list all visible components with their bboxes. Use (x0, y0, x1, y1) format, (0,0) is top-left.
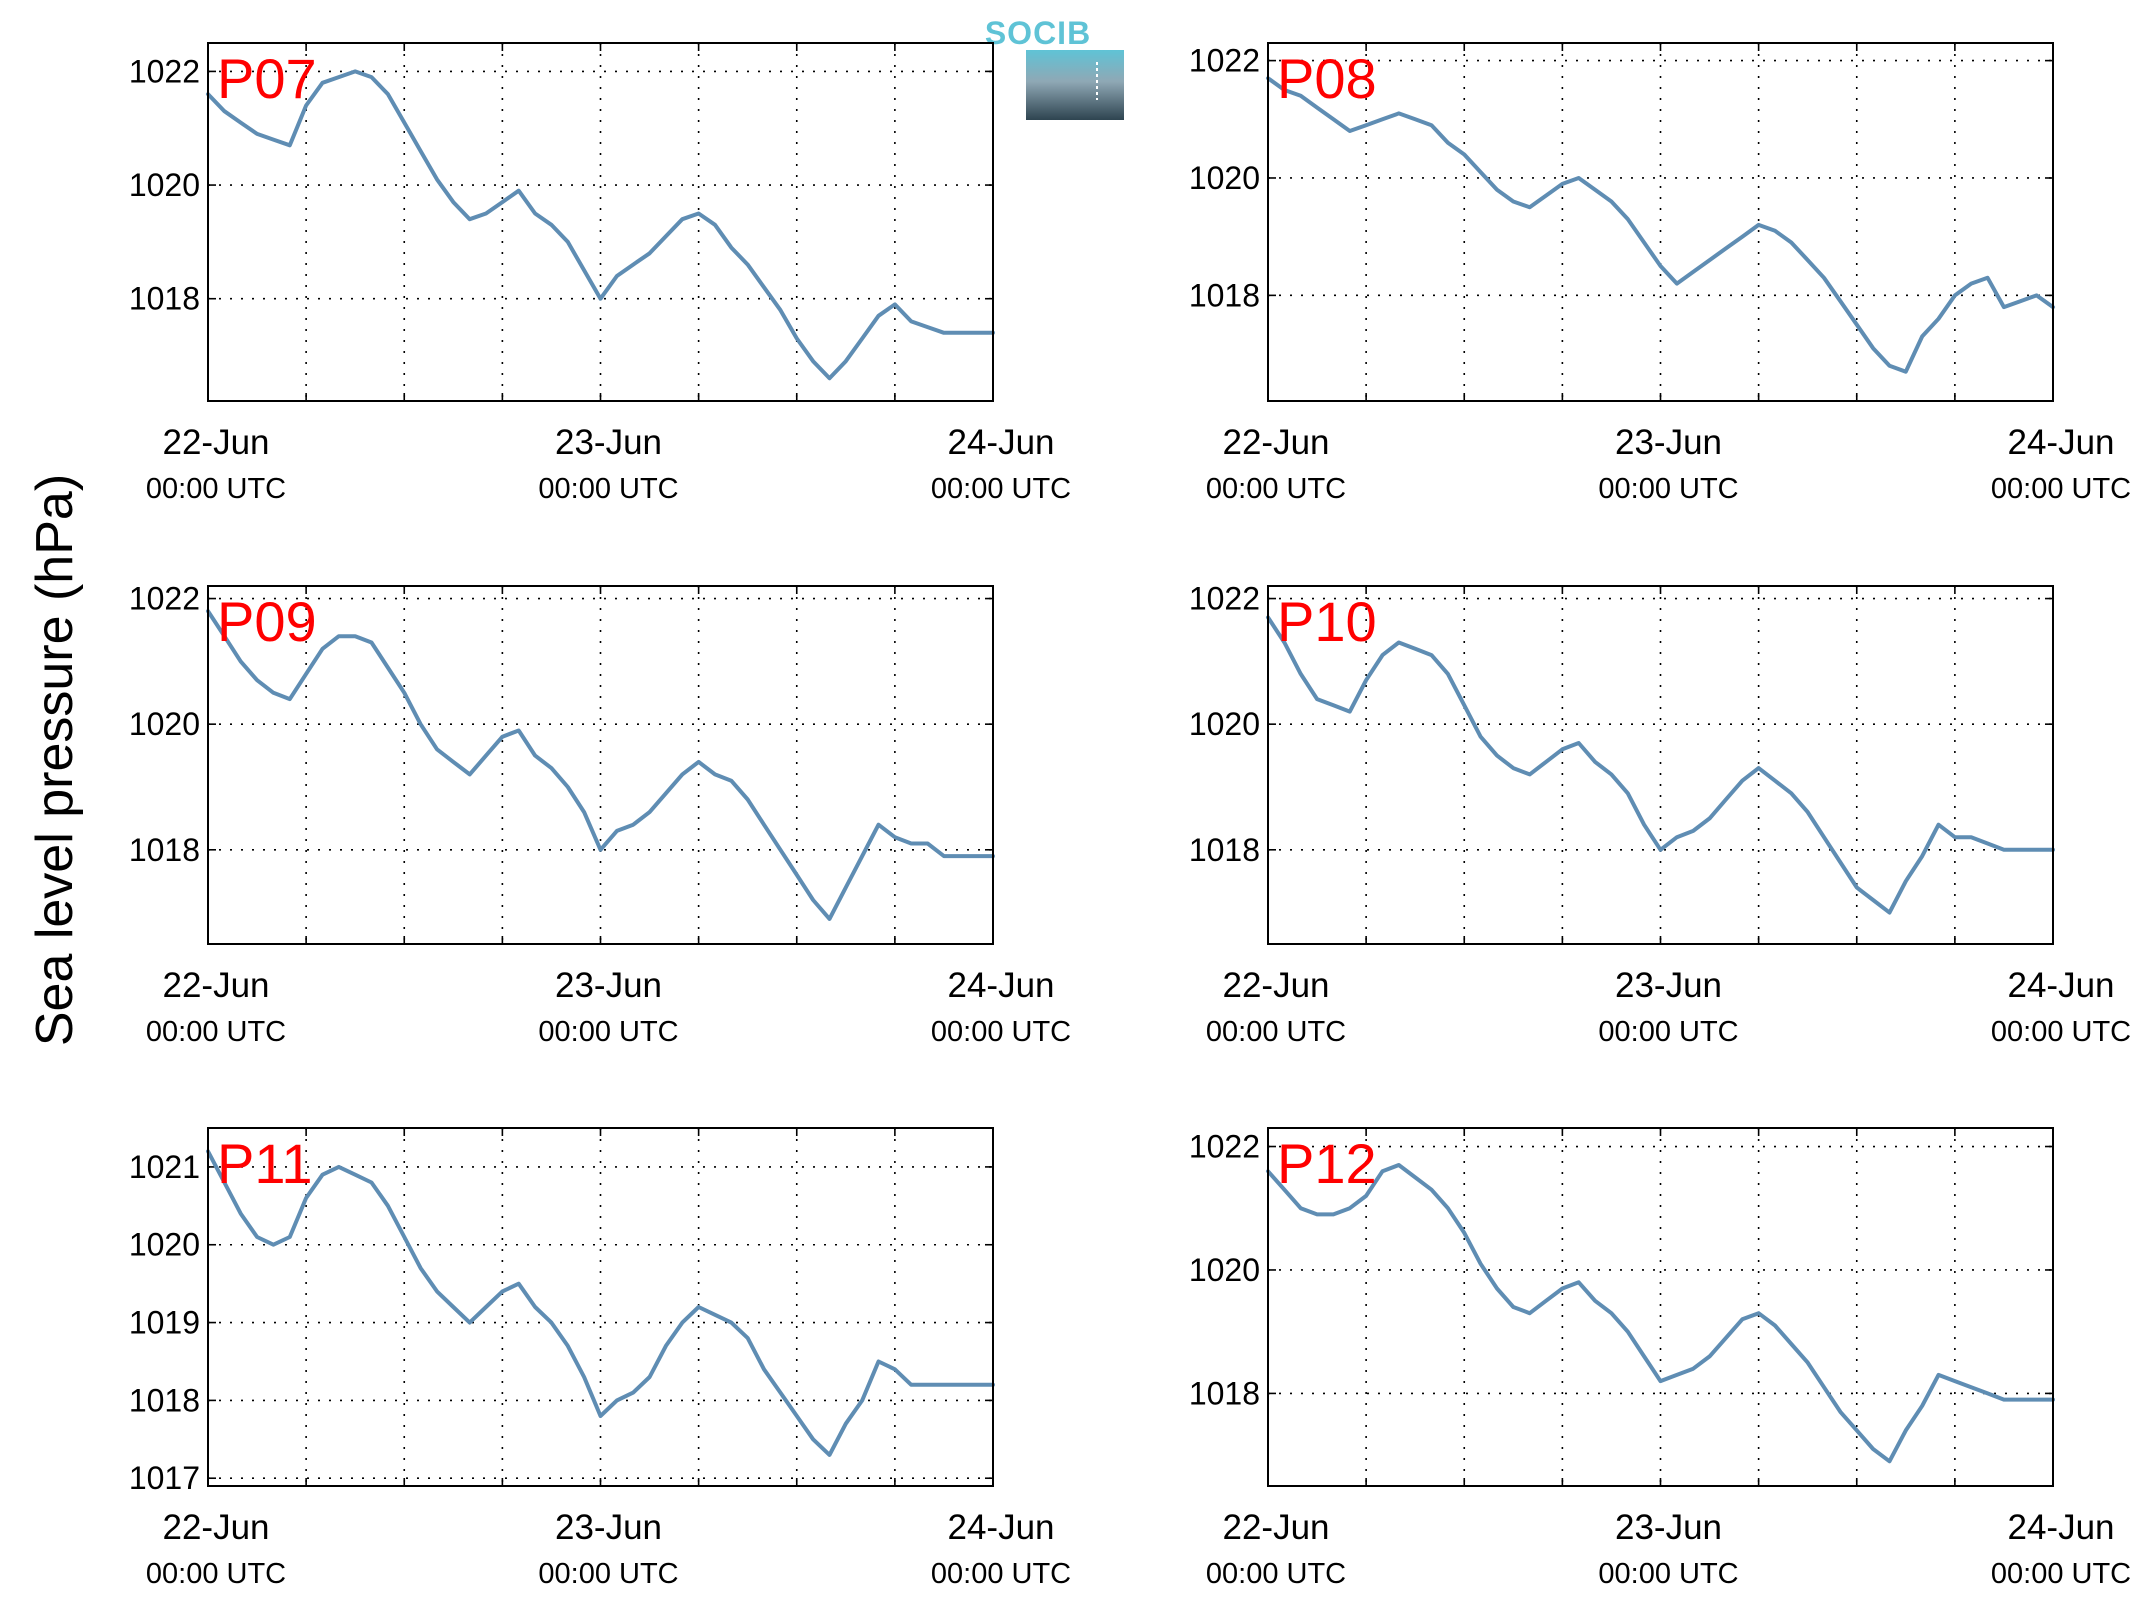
x-tick-date: 22-Jun (162, 966, 269, 1005)
x-tick-date: 24-Jun (2007, 423, 2114, 462)
x-tick-date: 24-Jun (2007, 966, 2114, 1005)
x-tick-date: 24-Jun (947, 1508, 1054, 1547)
y-tick-label: 1018 (129, 832, 200, 868)
y-tick-label: 1018 (1189, 277, 1260, 313)
x-tick-date: 23-Jun (555, 1508, 662, 1547)
x-tick-date: 23-Jun (555, 423, 662, 462)
panel-p08: 1018 1020 1022 22-Jun 00:00 UTC 23-Jun 00:00 U… (1189, 42, 2131, 505)
panel-p07: 1018 1020 1022 22-Jun 00:00 UTC 23-Jun 00:00 U… (129, 42, 1071, 505)
axes-frame (1267, 42, 2054, 402)
y-tick-label: 1020 (129, 706, 200, 742)
x-tick-time: 00:00 UTC (146, 473, 286, 505)
x-tick-time: 00:00 UTC (538, 1558, 678, 1590)
panel-label: P07 (217, 47, 317, 110)
y-tick-label: 1019 (129, 1305, 200, 1341)
x-tick-date: 22-Jun (162, 1508, 269, 1547)
axes-frame (1267, 1127, 2054, 1487)
x-tick-date: 22-Jun (162, 423, 269, 462)
x-tick-time: 00:00 UTC (538, 473, 678, 505)
logo-text: SOCIB (985, 15, 1091, 51)
panel-p12: 1018 1020 1022 22-Jun 00:00 UTC 23-Jun 00:00 U… (1189, 1127, 2131, 1590)
y-tick-label: 1020 (129, 1227, 200, 1263)
panel-p10: 1018 1020 1022 22-Jun 00:00 UTC 23-Jun 00:00 U… (1189, 581, 2131, 1048)
series-line (206, 1149, 995, 1457)
y-tick-label: 1017 (129, 1460, 200, 1496)
x-tick-time: 00:00 UTC (1991, 1558, 2131, 1590)
x-tick-time: 00:00 UTC (1991, 1016, 2131, 1048)
y-tick-label: 1018 (1189, 832, 1260, 868)
socib-logo: SOCIB (985, 15, 1124, 120)
y-tick-label: 1018 (129, 281, 200, 317)
y-tick-label: 1022 (1189, 43, 1260, 79)
x-tick-date: 24-Jun (947, 966, 1054, 1005)
panel-label: P11 (217, 1132, 312, 1195)
y-tick-label: 1022 (129, 581, 200, 617)
x-tick-time: 00:00 UTC (146, 1016, 286, 1048)
panel-p11: 1017 1018 1019 1020 1021 22-Jun 00:00 UTC 23-Ju… (129, 1127, 1071, 1590)
x-tick-time: 00:00 UTC (1206, 1558, 1346, 1590)
panel-label: P09 (217, 590, 317, 653)
y-axis-label: Sea level pressure (hPa) (26, 474, 84, 1046)
axes-frame (1267, 585, 2054, 945)
x-tick-date: 24-Jun (2007, 1508, 2114, 1547)
series-line (1266, 1163, 2055, 1464)
y-tick-label: 1020 (129, 167, 200, 203)
x-tick-date: 23-Jun (1615, 966, 1722, 1005)
series-line (1266, 615, 2055, 915)
series-line (206, 609, 995, 921)
series-line (1266, 76, 2055, 374)
x-tick-date: 22-Jun (1222, 423, 1329, 462)
x-tick-date: 22-Jun (1222, 1508, 1329, 1547)
y-tick-label: 1021 (129, 1149, 200, 1185)
y-tick-label: 1020 (1189, 706, 1260, 742)
x-tick-time: 00:00 UTC (1598, 1016, 1738, 1048)
y-tick-label: 1020 (1189, 1252, 1260, 1288)
x-tick-time: 00:00 UTC (931, 1016, 1071, 1048)
axes-frame (207, 585, 994, 945)
y-tick-label: 1022 (1189, 581, 1260, 617)
panel-label: P08 (1277, 47, 1377, 110)
x-tick-time: 00:00 UTC (1206, 473, 1346, 505)
axes-frame (207, 42, 994, 402)
x-tick-date: 23-Jun (1615, 1508, 1722, 1547)
x-tick-time: 00:00 UTC (1598, 473, 1738, 505)
x-tick-time: 00:00 UTC (931, 473, 1071, 505)
series-line (206, 69, 995, 381)
panel-label: P12 (1277, 1132, 1377, 1195)
x-tick-time: 00:00 UTC (1598, 1558, 1738, 1590)
x-tick-time: 00:00 UTC (1991, 473, 2131, 505)
y-tick-label: 1020 (1189, 160, 1260, 196)
x-tick-date: 23-Jun (1615, 423, 1722, 462)
axes-frame (207, 1127, 994, 1487)
panels: 1018 1020 1022 22-Jun 00:00 UTC 23-Jun 00:00 U… (129, 42, 2131, 1590)
y-tick-label: 1022 (129, 53, 200, 89)
panel-label: P10 (1277, 590, 1377, 653)
x-tick-date: 24-Jun (947, 423, 1054, 462)
x-tick-time: 00:00 UTC (146, 1558, 286, 1590)
y-tick-label: 1018 (129, 1382, 200, 1418)
x-tick-date: 22-Jun (1222, 966, 1329, 1005)
y-tick-label: 1022 (1189, 1129, 1260, 1165)
x-tick-time: 00:00 UTC (1206, 1016, 1346, 1048)
y-tick-label: 1018 (1189, 1375, 1260, 1411)
logo-block (1026, 50, 1124, 120)
x-tick-time: 00:00 UTC (931, 1558, 1071, 1590)
x-tick-date: 23-Jun (555, 966, 662, 1005)
x-tick-time: 00:00 UTC (538, 1016, 678, 1048)
panel-p09: 1018 1020 1022 22-Jun 00:00 UTC 23-Jun 00:00 U… (129, 581, 1071, 1048)
